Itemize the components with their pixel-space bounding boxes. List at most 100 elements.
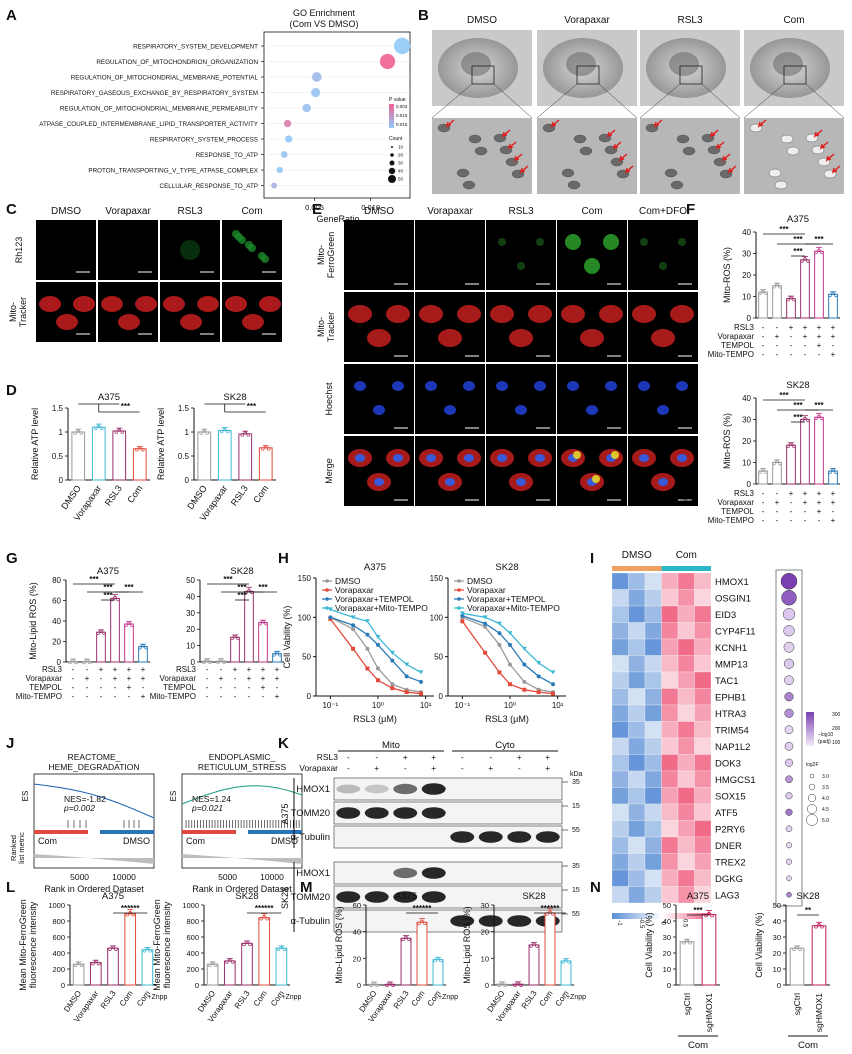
h-point [351, 646, 356, 651]
tem-red-arrow [618, 153, 628, 162]
k-band [535, 831, 560, 843]
k-rsl3-sign: - [489, 752, 492, 762]
c-red-cell [225, 296, 247, 312]
bar [230, 636, 240, 663]
bar-y-label: Mito-ROS (%) [722, 413, 732, 469]
i-heat-cell [661, 638, 679, 656]
e-merge-blue [355, 454, 365, 462]
k-rsl3-sign: + [517, 752, 522, 762]
tem-mitochondrion [573, 134, 587, 144]
e-red-cell [509, 329, 533, 347]
c-red-cell [56, 314, 78, 330]
h-point [365, 632, 370, 637]
i-bubble [783, 658, 795, 669]
h-point [507, 642, 512, 647]
d-sig-label: *** [247, 402, 257, 411]
c-mitotracker-image [36, 282, 96, 342]
i-legend-padj-label: 100 [832, 740, 841, 746]
condition-sign: - [776, 516, 779, 525]
h-point [521, 646, 527, 651]
i-heat-cell [661, 869, 679, 887]
h-title: SK28 [495, 562, 518, 573]
i-heat-cell [694, 737, 712, 755]
bar [110, 597, 120, 663]
c-red-cell [197, 296, 219, 312]
go-legend-p-2: 0.010 [396, 113, 408, 118]
bar-point [814, 250, 818, 255]
bar-y-tick-label: 1 [185, 428, 190, 437]
condition-sign: - [114, 692, 117, 701]
tem-red-arrow [819, 141, 829, 150]
bar-point [789, 442, 793, 447]
go-x-tick-label: 0.010 [361, 203, 380, 212]
condition-sign: - [86, 692, 89, 701]
go-legend-count-title: Count [389, 136, 403, 142]
go-count-legend-label: 20 [398, 153, 404, 158]
bar [679, 941, 695, 986]
h-legend-label: Vorapaxar+TEMPOL [467, 594, 546, 604]
bar-y-label: fluorescence intensity [162, 901, 172, 988]
h-legend-marker [457, 597, 461, 601]
i-heat-cell [644, 737, 662, 755]
bar-category-label: RSL3 [233, 989, 252, 1011]
bar-y-tick-label: 1.5 [178, 404, 190, 413]
j-title-line1: REACTOME_ [68, 752, 121, 762]
i-bubble [785, 842, 793, 849]
i-heat-cell [644, 655, 662, 673]
bar-y-tick-label: 0 [667, 981, 671, 990]
bar-point [817, 414, 821, 419]
condition-sign: - [762, 489, 765, 498]
k-band [336, 784, 361, 794]
go-term-label: ATPASE_COUPLED_INTERMEMBRANE_LIPID_TRANS… [39, 121, 258, 128]
go-count-legend-label: 50 [398, 177, 404, 182]
condition-sign: - [804, 350, 807, 359]
h-y-tick-label: 100 [298, 613, 312, 622]
e-row-label-mito-1: Mito- [316, 317, 326, 337]
condition-sign: - [234, 674, 237, 683]
bar [124, 623, 134, 663]
i-heat-cell [644, 688, 662, 706]
i-bubble [785, 825, 793, 833]
e-merge-blue [535, 454, 545, 462]
f-sig-2-label: *** [793, 401, 803, 410]
h-curve [330, 616, 422, 683]
bar-point [148, 949, 153, 953]
bar-point [820, 925, 824, 929]
bar [258, 622, 268, 663]
go-dot [285, 135, 293, 143]
i-heat-cell [677, 770, 695, 788]
j-frame [33, 773, 155, 869]
i-bubble [784, 758, 794, 767]
i-heat-cell [611, 704, 629, 722]
bar [772, 462, 782, 485]
d-sig-label: *** [121, 402, 131, 411]
g-sig-2-label: *** [237, 583, 247, 592]
e-scale-label: 20μm [683, 498, 694, 503]
bar [217, 430, 232, 481]
k-cell-label: A375 [280, 803, 290, 824]
condition-sign: + [233, 665, 238, 674]
bar-point [250, 590, 254, 595]
bar-point [436, 956, 440, 961]
go-count-legend-dot [388, 175, 396, 183]
bar-y-tick-label: 10 [481, 954, 489, 963]
h-point [389, 650, 395, 655]
j-com-bar [34, 830, 88, 834]
bar-y-tick-label: 50 [663, 901, 671, 910]
i-heat-cell [644, 754, 662, 772]
bar-point [792, 947, 796, 951]
k-band [364, 891, 389, 903]
n-sig-label: *** [693, 906, 703, 915]
bar-point [202, 429, 207, 433]
c-green-signal [248, 244, 256, 252]
i-legend-fc-circle [809, 773, 815, 779]
go-count-legend-dot [391, 146, 393, 148]
g-sig-2-label: *** [103, 583, 113, 592]
condition-sign: + [775, 498, 780, 507]
condition-sign: - [220, 683, 223, 692]
bar [112, 430, 127, 481]
tem-red-arrow [721, 153, 731, 162]
bar [814, 416, 824, 485]
e-red-cell [528, 305, 552, 323]
h-x-tick-label: 10⁰ [504, 701, 516, 710]
